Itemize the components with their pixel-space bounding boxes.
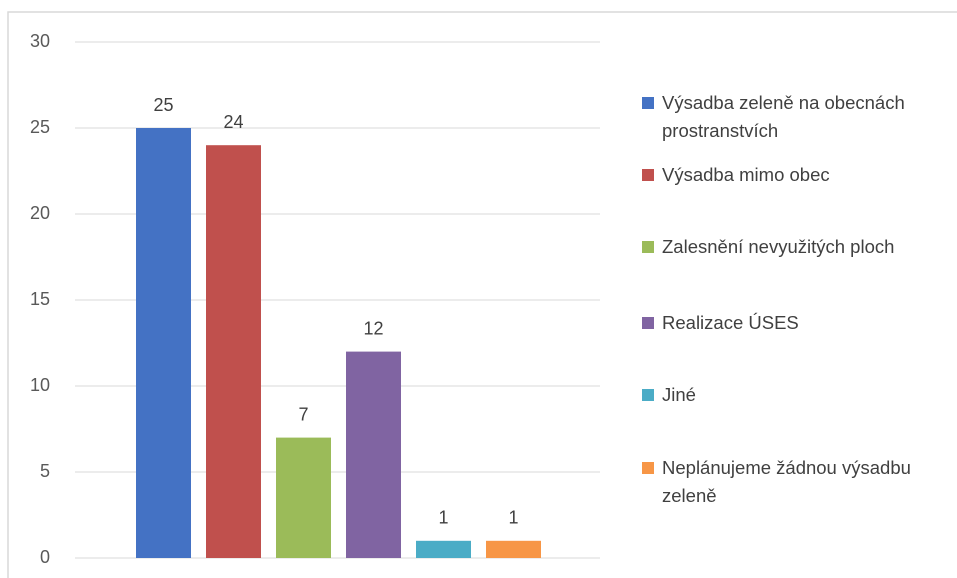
legend-item: Výsadba mimo obec [640,161,940,189]
legend-swatch [642,389,654,401]
legend-label: Zalesnění nevyužitých ploch [662,236,895,257]
legend-label: Jiné [662,384,696,405]
legend-swatch [642,462,654,474]
legend-item: Realizace ÚSES [640,309,940,337]
bar [206,145,261,558]
bar [486,540,541,558]
legend-item: Jiné [640,381,940,409]
legend-label: Výsadba zeleně na obecnách prostranstvíc… [662,92,905,141]
legend-label: Výsadba mimo obec [662,164,830,185]
data-label: 12 [363,318,383,338]
data-label: 1 [508,508,518,528]
bar [276,437,331,558]
bar [346,351,401,558]
legend-swatch [642,317,654,329]
legend-label: Realizace ÚSES [662,312,799,333]
data-label: 25 [153,95,173,115]
y-tick-label: 0 [40,547,50,567]
legend-swatch [642,169,654,181]
legend-item: Zalesnění nevyužitých ploch [640,233,940,261]
legend-item: Výsadba zeleně na obecnách prostranstvíc… [640,89,940,145]
y-tick-label: 25 [30,117,50,137]
data-label: 24 [223,112,243,132]
data-label: 7 [298,404,308,424]
legend-item: Neplánujeme žádnou výsadbu zeleně [640,454,940,510]
y-tick-label: 20 [30,203,50,223]
bar [136,128,191,558]
legend-swatch [642,241,654,253]
legend-swatch [642,97,654,109]
bar [416,540,471,558]
y-tick-label: 5 [40,461,50,481]
y-tick-label: 30 [30,31,50,51]
data-label: 1 [438,508,448,528]
y-tick-label: 10 [30,375,50,395]
y-tick-label: 15 [30,289,50,309]
chart-border [7,11,957,578]
legend-label: Neplánujeme žádnou výsadbu zeleně [662,457,911,506]
